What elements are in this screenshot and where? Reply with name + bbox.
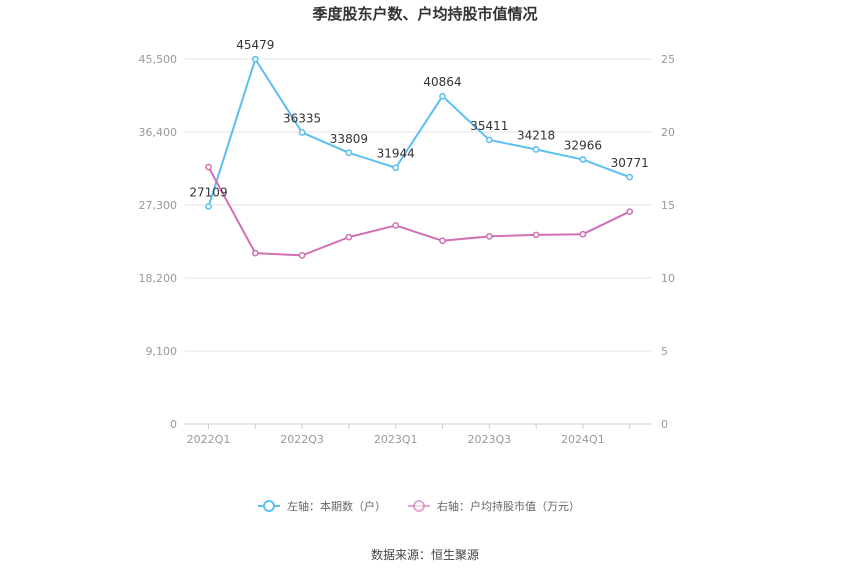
series-0-point [251,55,259,63]
data-label: 30771 [611,156,649,170]
legend-label: 左轴：本期数（户） [287,499,386,513]
series-layer [205,55,634,259]
series-1-point [439,237,446,245]
x-axis-tick-label: 2023Q3 [467,433,511,446]
left-axis-tick-label: 45,500 [139,53,178,66]
legend-item-0[interactable]: 左轴：本期数（户） [258,499,386,513]
series-1-point [626,208,634,215]
data-label: 35411 [470,119,508,133]
left-axis: 0 9,100 18,200 27,300 36,400 45,500 [139,53,178,431]
data-label: 40864 [423,75,461,89]
right-axis: 0 5 10 15 20 25 [661,53,675,431]
series-1-point [251,249,259,257]
chart-title: 季度股东户数、户均持股市值情况 [312,5,537,23]
left-axis-tick-label: 9,100 [146,345,178,358]
series-0-point [579,156,587,163]
series-0-point [205,203,212,210]
series-0-point [485,136,493,144]
series-1-point [345,233,353,241]
right-axis-tick-label: 25 [661,53,675,66]
legend: 左轴：本期数（户） 右轴：户均持股市值（万元） [258,499,580,513]
series-1-point [485,233,493,240]
series-line-0 [207,58,631,207]
data-labels: 27109 45479 36335 33809 31944 40864 35411 34218… [189,38,648,199]
series-0-point [392,164,400,172]
data-label: 45479 [236,38,274,52]
x-axis-tick-label: 2022Q3 [280,433,324,446]
right-axis-tick-label: 5 [661,345,668,358]
series-1-point [298,252,306,259]
series-1-point [579,230,587,238]
x-axis-tick-label: 2022Q1 [187,433,231,446]
right-axis-tick-label: 10 [661,272,675,285]
series-0-point [626,173,634,181]
legend-item-1[interactable]: 右轴：户均持股市值（万元） [408,499,580,513]
legend-label: 右轴：户均持股市值（万元） [437,499,580,513]
series-1-point [205,163,212,171]
series-line-1 [207,166,631,257]
legend-marker-icon [263,500,275,512]
x-axis: 2022Q1 2022Q3 2023Q1 2023Q3 2024Q1 [187,424,631,446]
right-axis-tick-label: 0 [661,418,668,431]
data-label: 31944 [377,147,415,161]
right-axis-tick-label: 15 [661,199,675,212]
series-0-point [345,149,353,157]
data-label: 27109 [189,186,227,200]
x-axis-tick-label: 2024Q1 [561,433,605,446]
right-axis-tick-label: 20 [661,126,675,139]
legend-marker-icon [413,500,425,512]
source-note: 数据来源：恒生聚源 [371,547,479,562]
data-label: 32966 [564,139,602,153]
data-label: 36335 [283,112,321,126]
series-1-point [392,222,400,229]
left-axis-tick-label: 27,300 [139,199,178,212]
series-0-point [439,92,446,100]
left-axis-tick-label: 18,200 [139,272,178,285]
series-1-point [532,231,540,239]
series-0-point [298,129,306,136]
left-axis-tick-label: 0 [170,418,177,431]
gridlines [185,58,652,425]
data-label: 33809 [330,132,368,146]
x-axis-tick-label: 2023Q1 [374,433,418,446]
series-0-point [532,146,540,153]
data-label: 34218 [517,129,555,143]
left-axis-tick-label: 36,400 [139,126,178,139]
